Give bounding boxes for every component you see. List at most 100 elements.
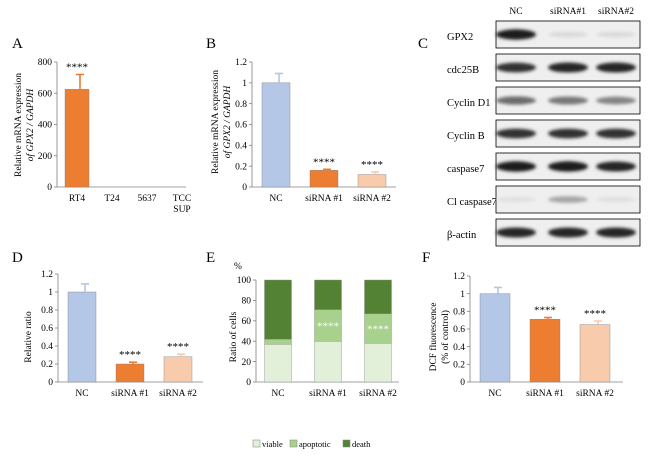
- bar-segment-nc-death: [264, 279, 292, 340]
- legend-swatch-viable: [252, 439, 261, 448]
- panel-letter-e: E: [206, 250, 215, 266]
- y-tick-label: 0.2: [41, 360, 53, 370]
- wb-lane-label-nc: NC: [509, 7, 522, 17]
- bar-segment-sirna-2-apoptotic: [364, 313, 392, 344]
- y-tick-label: 0: [246, 378, 251, 388]
- legend-label-death: death: [352, 439, 371, 449]
- y-tick-label: 40: [242, 337, 252, 347]
- bar-sirna-2: [357, 174, 387, 188]
- y-tick-label: 1: [48, 288, 53, 298]
- wb-label-cyclin-b: Cyclin B: [447, 131, 485, 142]
- wb-label-cdc25b: cdc25B: [447, 65, 479, 76]
- y-tick-label: 0.4: [235, 142, 247, 152]
- significance-sirna-2: ****: [584, 308, 606, 320]
- y-tick-label: 0: [48, 378, 53, 388]
- chart-d-bars: **** ****: [67, 283, 193, 383]
- x-tick-label-rt4: RT4: [69, 194, 86, 204]
- chart-a: Relative mRNA expression of GPX2 / GAPDH…: [14, 58, 191, 215]
- wb-strips: [495, 20, 641, 247]
- chart-f-bars: **** ****: [479, 286, 611, 383]
- y-tick-label: 0: [242, 183, 247, 193]
- wb-label-caspase7: caspase7: [447, 164, 484, 175]
- y-tick-label: 800: [38, 58, 53, 68]
- panel-letter-f: F: [422, 250, 430, 266]
- x-tick-label-tcc-sup: TCC: [173, 194, 191, 204]
- y-tick-label: 600: [38, 89, 53, 99]
- significance-sirna-2: ****: [167, 341, 189, 353]
- x-tick-label-sirna-1: siRNA #1: [111, 389, 149, 399]
- bar-segment-sirna-2-viable: [364, 343, 392, 383]
- chart-b-bars: **** ****: [261, 72, 387, 188]
- chart-a-bars: ****: [64, 62, 90, 188]
- bar-nc: [479, 293, 511, 383]
- y-tick-label: 0.4: [41, 342, 53, 352]
- wb-lane-label-sirna1: siRNA#1: [550, 7, 586, 17]
- wb-band-gpx2-sirna-2: [596, 31, 636, 38]
- wb-band-cdc25b-sirna-2: [596, 62, 636, 73]
- wb-label-cl-caspase7: Cl caspase7: [447, 197, 497, 208]
- y-tick-label: 0.2: [235, 162, 247, 172]
- significance-sirna-2: ****: [367, 323, 389, 335]
- chart-f-ylabel-2: (% of control): [440, 310, 451, 364]
- y-tick-label: 80: [242, 297, 252, 307]
- y-tick-label: 20: [242, 358, 252, 368]
- x-tick-label-tcc-sup: SUP: [173, 205, 190, 215]
- y-tick-label: 400: [38, 121, 53, 131]
- y-tick-label: 0: [460, 378, 465, 388]
- x-tick-label-sirna-1: siRNA #1: [309, 389, 347, 399]
- x-tick-label-sirna-2: siRNA #2: [576, 389, 614, 399]
- wb-band-cyclin-b-sirna-1: [548, 128, 588, 139]
- wb-label-gpx2: GPX2: [447, 32, 473, 43]
- wb-band-actin-nc: [496, 227, 536, 238]
- wb-band-cl-caspase7-sirna-1: [548, 196, 588, 203]
- wb-band-actin-sirna-2: [596, 227, 636, 238]
- significance-rt4: ****: [66, 62, 88, 74]
- wb-band-caspase7-nc: [496, 161, 536, 172]
- wb-band-cyclin-d1-sirna-2: [596, 96, 636, 105]
- significance-sirna-2: ****: [361, 159, 383, 171]
- wb-band-actin-sirna-1: [548, 227, 588, 238]
- chart-b-ylabel-2: of GPX2 / GAPDH: [222, 85, 233, 159]
- x-tick-label-nc: NC: [75, 389, 88, 399]
- y-tick-label: 200: [38, 152, 53, 162]
- x-tick-label-sirna-2: siRNA #2: [353, 194, 391, 204]
- y-tick-label: 0.6: [41, 324, 53, 334]
- bar-segment-sirna-1-viable: [314, 341, 342, 383]
- western-blot: NC siRNA#1 siRNA#2 GPX2 cdc25B Cyclin D1…: [447, 7, 641, 247]
- wb-label-beta-actin: β-actin: [447, 230, 477, 241]
- chart-d-ylabel: Relative ratio: [24, 311, 34, 363]
- bar-sirna-1: [529, 319, 561, 383]
- bar-sirna-2: [163, 356, 193, 383]
- bar-segment-sirna-1-death: [314, 279, 342, 310]
- bar-segment-sirna-1-apoptotic: [314, 309, 342, 342]
- chart-e: % Ratio of cells 0 20 40 60 80 100 NC siRNA #1 s…: [228, 262, 399, 449]
- chart-f-ylabel-1: DCF fluorescence: [428, 303, 439, 372]
- legend-label-apoptotic: apoptotic: [299, 439, 331, 449]
- x-tick-label-nc: NC: [269, 194, 282, 204]
- y-tick-label: 0: [47, 183, 52, 193]
- x-tick-label-nc: NC: [271, 389, 284, 399]
- chart-b: Relative mRNA expression of GPX2 / GAPDH…: [211, 58, 396, 204]
- chart-a-ylabel-2: of GPX2 / GAPDH: [25, 88, 36, 162]
- wb-band-caspase7-sirna-2: [596, 161, 636, 172]
- y-tick-label: 1: [460, 290, 465, 300]
- bar-segment-sirna-2-death: [364, 279, 392, 314]
- y-tick-label: 0.6: [453, 325, 465, 335]
- panel-letter-b: B: [206, 36, 216, 52]
- wb-label-cyclin-d1: Cyclin D1: [447, 98, 490, 109]
- bar-sirna-2: [579, 324, 611, 383]
- legend-swatch-death: [342, 439, 351, 448]
- wb-band-gpx2-sirna-1: [548, 31, 588, 38]
- wb-band-cl-caspase7-nc: [496, 196, 536, 203]
- x-tick-label-sirna-2: siRNA #2: [359, 389, 397, 399]
- chart-e-bars: **** ****: [264, 279, 392, 383]
- y-tick-label: 0.8: [41, 306, 53, 316]
- significance-sirna-1: ****: [317, 320, 339, 332]
- wb-band-gpx2-nc: [496, 29, 536, 40]
- y-tick-label: 0.2: [453, 361, 465, 371]
- bar-nc: [261, 82, 291, 188]
- y-tick-label: 60: [242, 317, 252, 327]
- wb-band-cyclin-d1-nc: [496, 96, 536, 105]
- y-tick-label: 1.2: [235, 58, 247, 68]
